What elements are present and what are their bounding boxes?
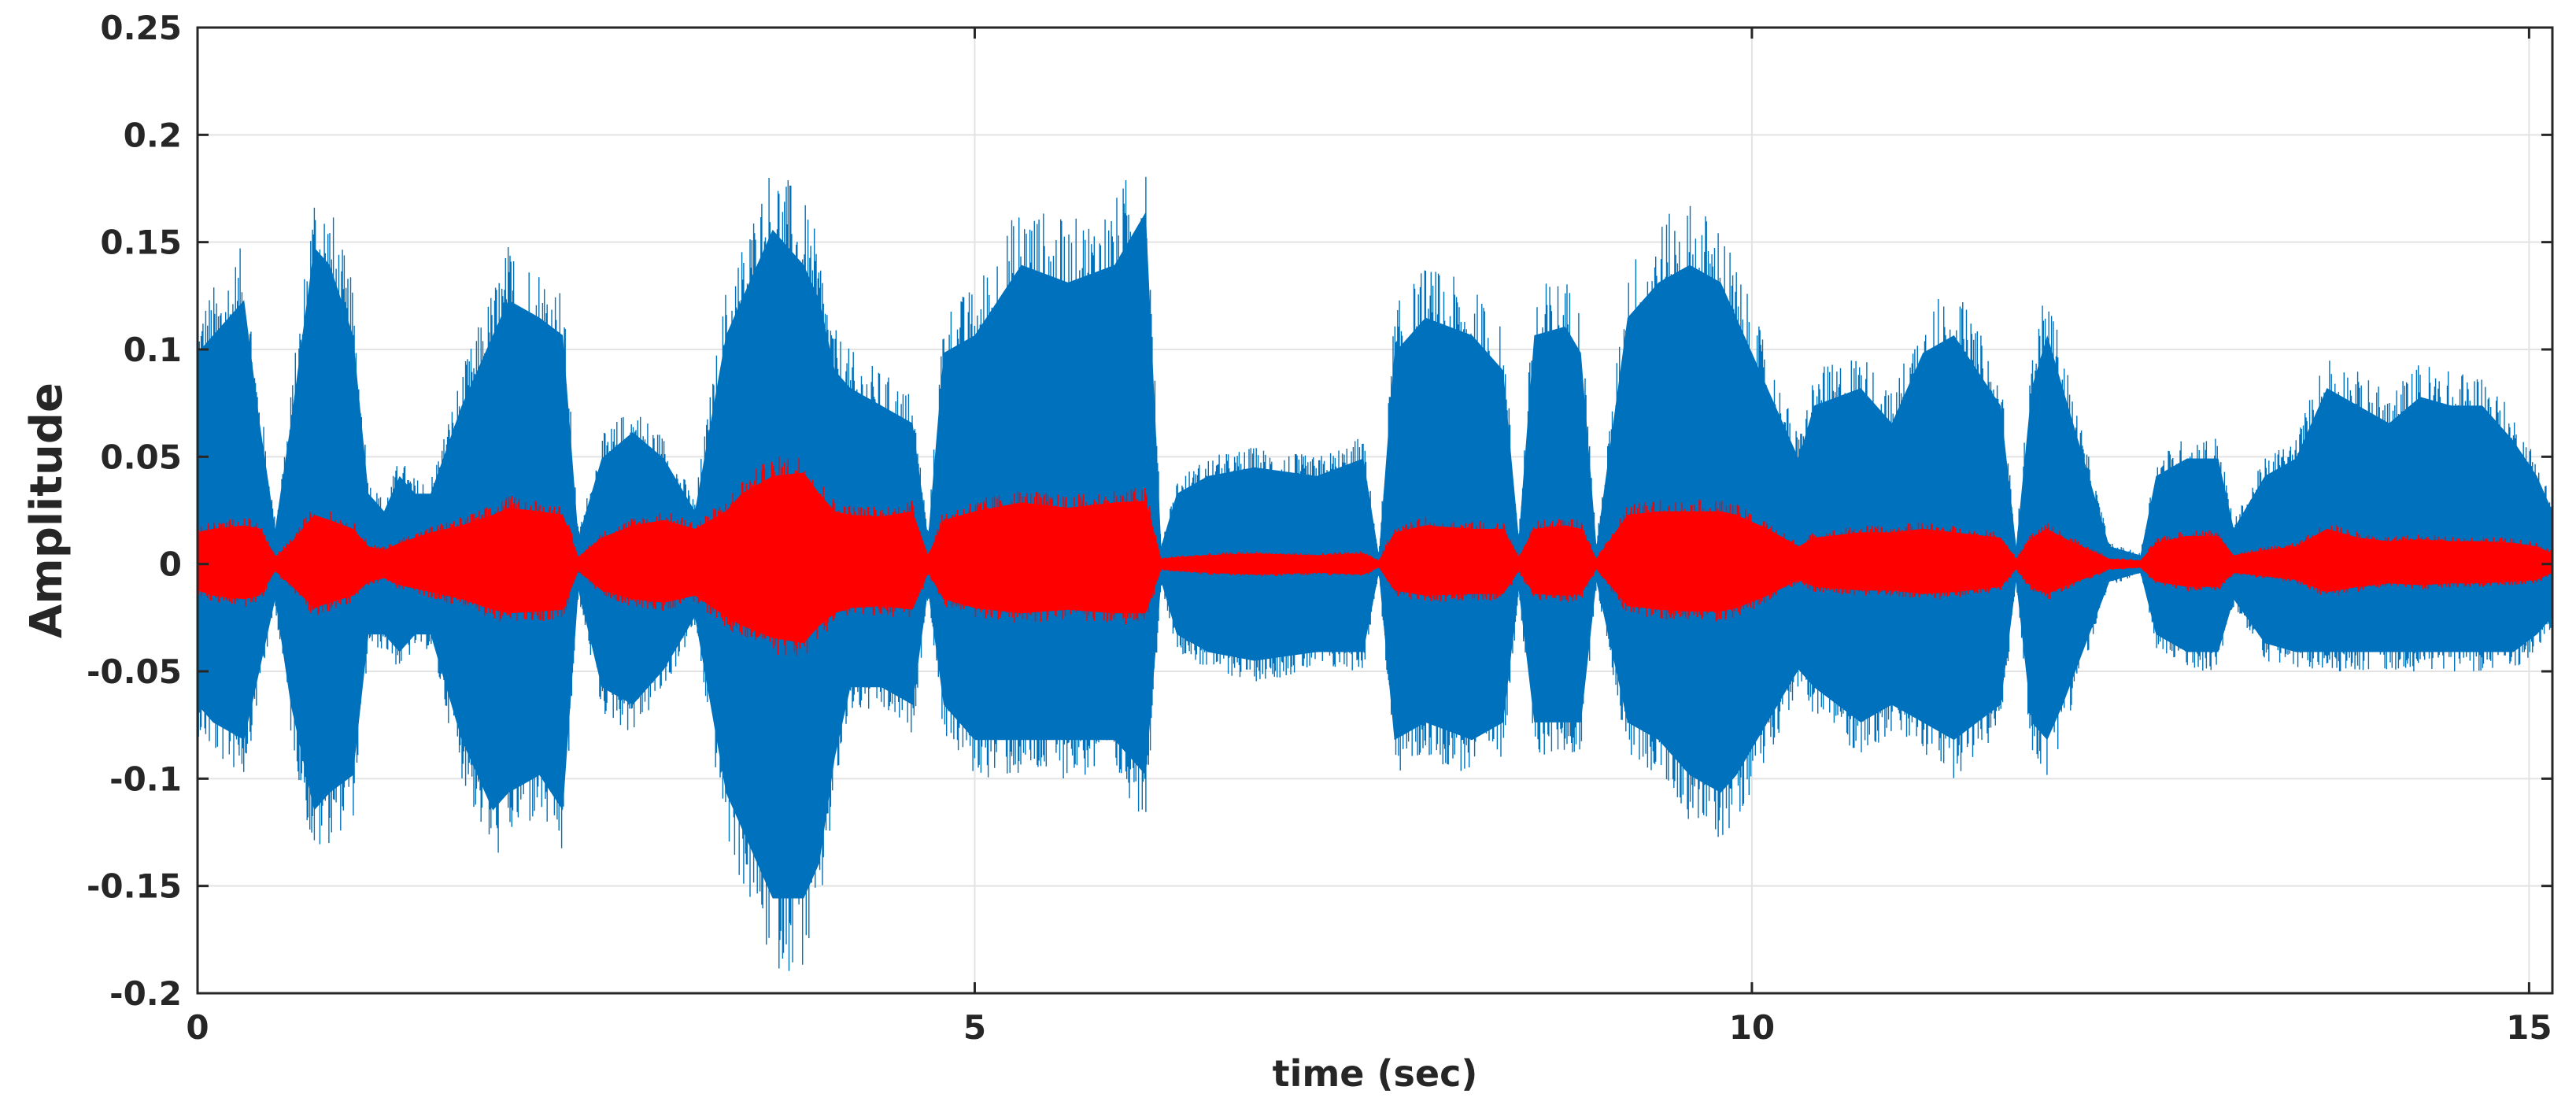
x-tick-label: 15 bbox=[2506, 1008, 2552, 1047]
y-tick-label: 0.1 bbox=[124, 331, 182, 369]
y-tick-label: -0.15 bbox=[87, 867, 182, 906]
x-tick-label: 5 bbox=[963, 1008, 986, 1047]
y-axis-label: Amplitude bbox=[21, 382, 72, 638]
x-tick-label: 10 bbox=[1729, 1008, 1775, 1047]
plot-area-frame bbox=[196, 26, 2554, 995]
axis-ticks: 0.250.20.150.10.050-0.05-0.1-0.15-0.20 5 1… bbox=[87, 9, 2552, 1047]
y-tick-label: -0.2 bbox=[109, 974, 182, 1013]
y-tick-label: 0 bbox=[159, 545, 182, 584]
series-layer bbox=[197, 176, 2553, 971]
y-tick-label: 0.25 bbox=[100, 9, 182, 47]
x-tick-label: 0 bbox=[186, 1008, 209, 1047]
x-axis-label: time (sec) bbox=[1273, 1052, 1478, 1095]
y-tick-label: 0.15 bbox=[100, 224, 182, 262]
series-2-waveform bbox=[197, 456, 2553, 656]
y-tick-label: 0.2 bbox=[124, 116, 182, 154]
y-tick-label: -0.1 bbox=[109, 759, 182, 798]
y-tick-label: -0.05 bbox=[87, 652, 182, 691]
y-tick-label: 0.05 bbox=[100, 438, 182, 476]
